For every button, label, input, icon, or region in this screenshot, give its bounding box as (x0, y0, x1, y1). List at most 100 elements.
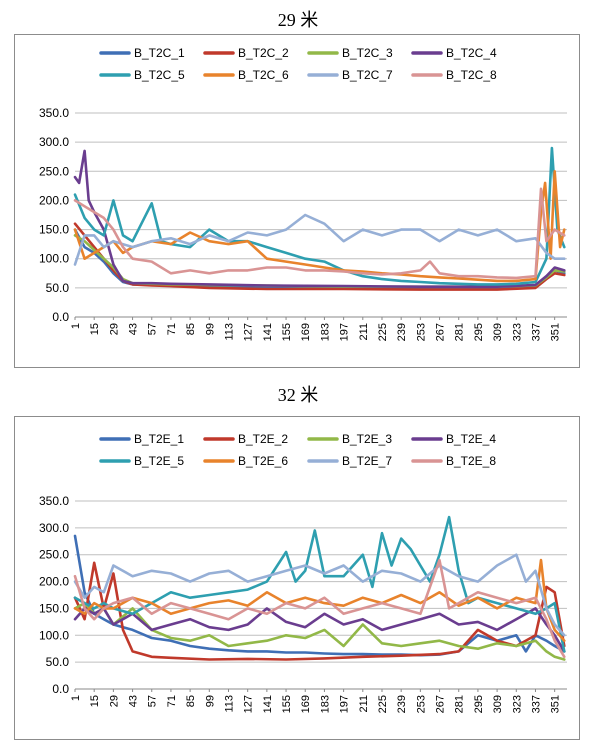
x-tick-label: 57 (147, 323, 159, 335)
x-tick-label: 337 (530, 695, 542, 713)
x-tick-label: 127 (243, 695, 255, 713)
x-tick-label: 1 (70, 323, 82, 329)
x-tick-label: 99 (204, 323, 216, 335)
legend-label: B_T2E_2 (238, 432, 288, 446)
x-tick-label: 323 (511, 323, 523, 341)
x-tick-label: 197 (339, 323, 351, 341)
line-chart-32m: 0.0 50.0 100.0 150.0 200.0 250.0 300.0 350.0 1 15… (39, 432, 567, 713)
series-line-B_T2E_4 (73, 607, 566, 653)
x-tick-label: 127 (243, 323, 255, 341)
legend-label: B_T2E_4 (446, 432, 496, 446)
legend-label: B_T2E_5 (134, 454, 184, 468)
series-line-B_T2C_6 (73, 170, 566, 283)
y-tick-label: 300.0 (39, 521, 69, 535)
x-tick-label: 295 (473, 695, 485, 713)
legend-label: B_T2C_2 (238, 46, 289, 60)
legend-label: B_T2C_4 (446, 46, 497, 60)
y-tick-label: 250.0 (39, 164, 69, 178)
x-tick-label: 113 (223, 323, 235, 341)
x-tick-label: 141 (262, 323, 274, 341)
x-tick-label: 113 (223, 695, 235, 713)
x-tick-label: 1 (70, 695, 82, 701)
x-tick-label: 29 (108, 323, 120, 335)
y-tick-label: 350.0 (39, 494, 69, 508)
x-tick-label: 211 (358, 695, 370, 713)
x-tick-label: 183 (319, 323, 331, 341)
x-tick-label: 15 (89, 323, 101, 335)
y-tick-label: 200.0 (39, 193, 69, 207)
y-tick-label: 250.0 (39, 548, 69, 562)
x-tick-label: 267 (435, 695, 447, 713)
series-line-B_T2C_5 (73, 146, 566, 286)
x-tick-label: 43 (128, 695, 140, 707)
x-tick-label: 183 (319, 695, 331, 713)
y-tick-label: 300.0 (39, 135, 69, 149)
x-tick-label: 15 (89, 695, 101, 707)
series-line-B_T2C_7 (73, 213, 566, 266)
x-tick-label: 337 (530, 323, 542, 341)
y-tick-label: 150.0 (39, 601, 69, 615)
x-tick-label: 351 (550, 323, 562, 341)
chart-caption-29m: 29 米 (277, 10, 319, 30)
x-tick-label: 351 (550, 695, 562, 713)
x-tick-label: 197 (339, 695, 351, 713)
legend-label: B_T2C_3 (342, 46, 393, 60)
x-tick-label: 225 (377, 323, 389, 341)
series-line-B_T2C_4 (73, 149, 566, 288)
x-tick-label: 309 (492, 695, 504, 713)
x-tick-label: 43 (128, 323, 140, 335)
series-line-B_T2E_3 (73, 601, 566, 661)
y-tick-label: 0.0 (52, 310, 69, 324)
x-tick-label: 141 (262, 695, 274, 713)
x-tick-label: 253 (415, 695, 427, 713)
x-tick-label: 239 (396, 323, 408, 341)
legend-label: B_T2E_6 (238, 454, 288, 468)
x-tick-label: 85 (185, 695, 197, 707)
y-tick-label: 0.0 (52, 682, 69, 696)
x-tick-label: 253 (415, 323, 427, 341)
x-tick-label: 85 (185, 323, 197, 335)
x-tick-label: 71 (166, 323, 178, 335)
x-tick-label: 225 (377, 695, 389, 713)
series-line-B_T2E_8 (73, 558, 566, 659)
x-tick-label: 281 (454, 323, 466, 341)
x-tick-label: 99 (204, 695, 216, 707)
series-line-B_T2C_8 (73, 187, 566, 280)
legend-label: B_T2C_1 (134, 46, 185, 60)
y-tick-label: 150.0 (39, 223, 69, 237)
legend-label: B_T2C_8 (446, 68, 497, 82)
legend-label: B_T2C_7 (342, 68, 393, 82)
chart-caption-32m: 32 米 (277, 385, 319, 405)
series-line-B_T2E_7 (73, 553, 566, 637)
x-tick-label: 281 (454, 695, 466, 713)
y-tick-label: 200.0 (39, 575, 69, 589)
legend-label: B_T2C_5 (134, 68, 185, 82)
legend-label: B_T2C_6 (238, 68, 289, 82)
x-tick-label: 211 (358, 323, 370, 341)
x-tick-label: 155 (281, 695, 293, 713)
legend-label: B_T2E_8 (446, 454, 496, 468)
legend-label: B_T2E_3 (342, 432, 392, 446)
series-line-B_T2E_1 (73, 534, 566, 657)
y-tick-label: 100.0 (39, 628, 69, 642)
x-tick-label: 169 (300, 323, 312, 341)
y-tick-label: 100.0 (39, 252, 69, 266)
chart-panel-29m: 0.0 50.0 100.0 150.0 200.0 250.0 300.0 350.0 1 15… (14, 34, 580, 368)
x-tick-label: 57 (147, 695, 159, 707)
y-tick-label: 50.0 (46, 655, 70, 669)
x-tick-label: 155 (281, 323, 293, 341)
x-tick-label: 267 (435, 323, 447, 341)
x-tick-label: 239 (396, 695, 408, 713)
legend-label: B_T2E_1 (134, 432, 184, 446)
x-tick-label: 295 (473, 323, 485, 341)
line-chart-29m: 0.0 50.0 100.0 150.0 200.0 250.0 300.0 350.0 1 15… (39, 46, 567, 341)
legend-label: B_T2E_7 (342, 454, 392, 468)
x-tick-label: 71 (166, 695, 178, 707)
y-tick-label: 50.0 (46, 281, 70, 295)
x-tick-label: 169 (300, 695, 312, 713)
y-tick-label: 350.0 (39, 106, 69, 120)
x-tick-label: 309 (492, 323, 504, 341)
chart-panel-32m: 0.0 50.0 100.0 150.0 200.0 250.0 300.0 350.0 1 15… (14, 416, 580, 740)
x-tick-label: 323 (511, 695, 523, 713)
x-tick-label: 29 (108, 695, 120, 707)
